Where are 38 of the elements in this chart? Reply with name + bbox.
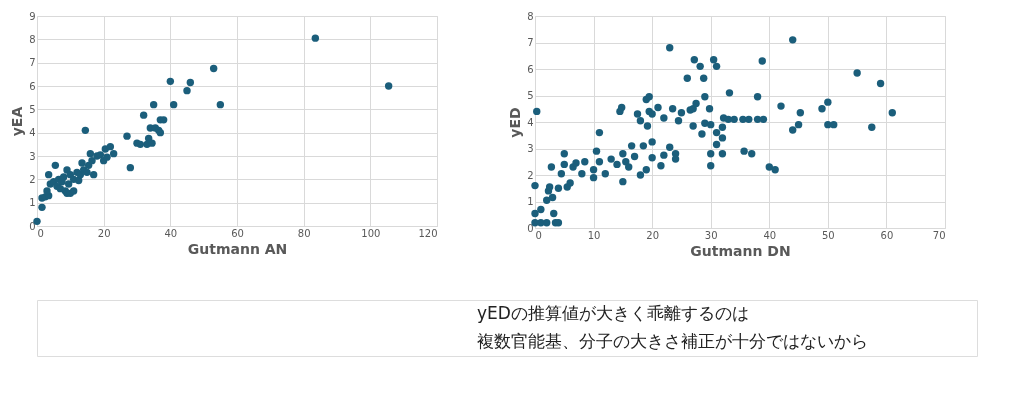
text: 複数官能基、分子の大きさ補正が十分ではないから bbox=[477, 331, 868, 351]
y-tick-label: 3 bbox=[527, 143, 534, 154]
y-tick-label: 5 bbox=[527, 90, 534, 101]
y-tick-label: 7 bbox=[527, 37, 534, 48]
x-tick-label: 80 bbox=[297, 227, 311, 239]
y-tick-label: 5 bbox=[29, 103, 36, 115]
text: yEDの推算値が大きく乖離するのは bbox=[477, 303, 749, 323]
y-axis-title: yED bbox=[507, 107, 524, 138]
x-tick-label: 70 bbox=[932, 229, 946, 241]
x-tick-label: 40 bbox=[164, 227, 178, 239]
x-tick-label: 20 bbox=[97, 227, 111, 239]
x-tick-label: 60 bbox=[231, 227, 244, 239]
x-tick-label: 10 bbox=[587, 229, 601, 241]
y-tick-label: 3 bbox=[29, 150, 36, 162]
x-axis-title: Gutmann DN bbox=[690, 242, 791, 259]
x-tick-label: 20 bbox=[646, 229, 660, 241]
y-tick-label: 2 bbox=[527, 169, 534, 181]
x-tick-label: 100 bbox=[361, 227, 381, 239]
y-tick-label: 6 bbox=[29, 80, 36, 92]
x-tick-label: 120 bbox=[418, 227, 438, 239]
y-tick-label: 2 bbox=[29, 173, 36, 185]
y-axis-title: yEA bbox=[9, 106, 26, 137]
x-tick-label: 60 bbox=[880, 229, 894, 241]
y-tick-label: 8 bbox=[527, 10, 534, 22]
x-tick-label: 30 bbox=[704, 229, 718, 241]
x-tick-label: 0 bbox=[535, 229, 542, 241]
y-tick-label: 7 bbox=[29, 57, 36, 69]
x-tick-label: 50 bbox=[821, 229, 835, 241]
y-tick-label: 9 bbox=[29, 10, 36, 22]
x-tick-label: 0 bbox=[37, 227, 44, 239]
y-tick-label: 8 bbox=[29, 33, 36, 45]
y-tick-label: 4 bbox=[29, 127, 36, 139]
x-tick-label: 40 bbox=[763, 229, 777, 241]
y-tick-label: 4 bbox=[527, 116, 534, 128]
x-axis-title: Gutmann AN bbox=[187, 240, 288, 257]
y-tick-label: 1 bbox=[527, 196, 534, 207]
y-tick-label: 6 bbox=[527, 63, 534, 75]
y-tick-label: 1 bbox=[29, 197, 36, 209]
